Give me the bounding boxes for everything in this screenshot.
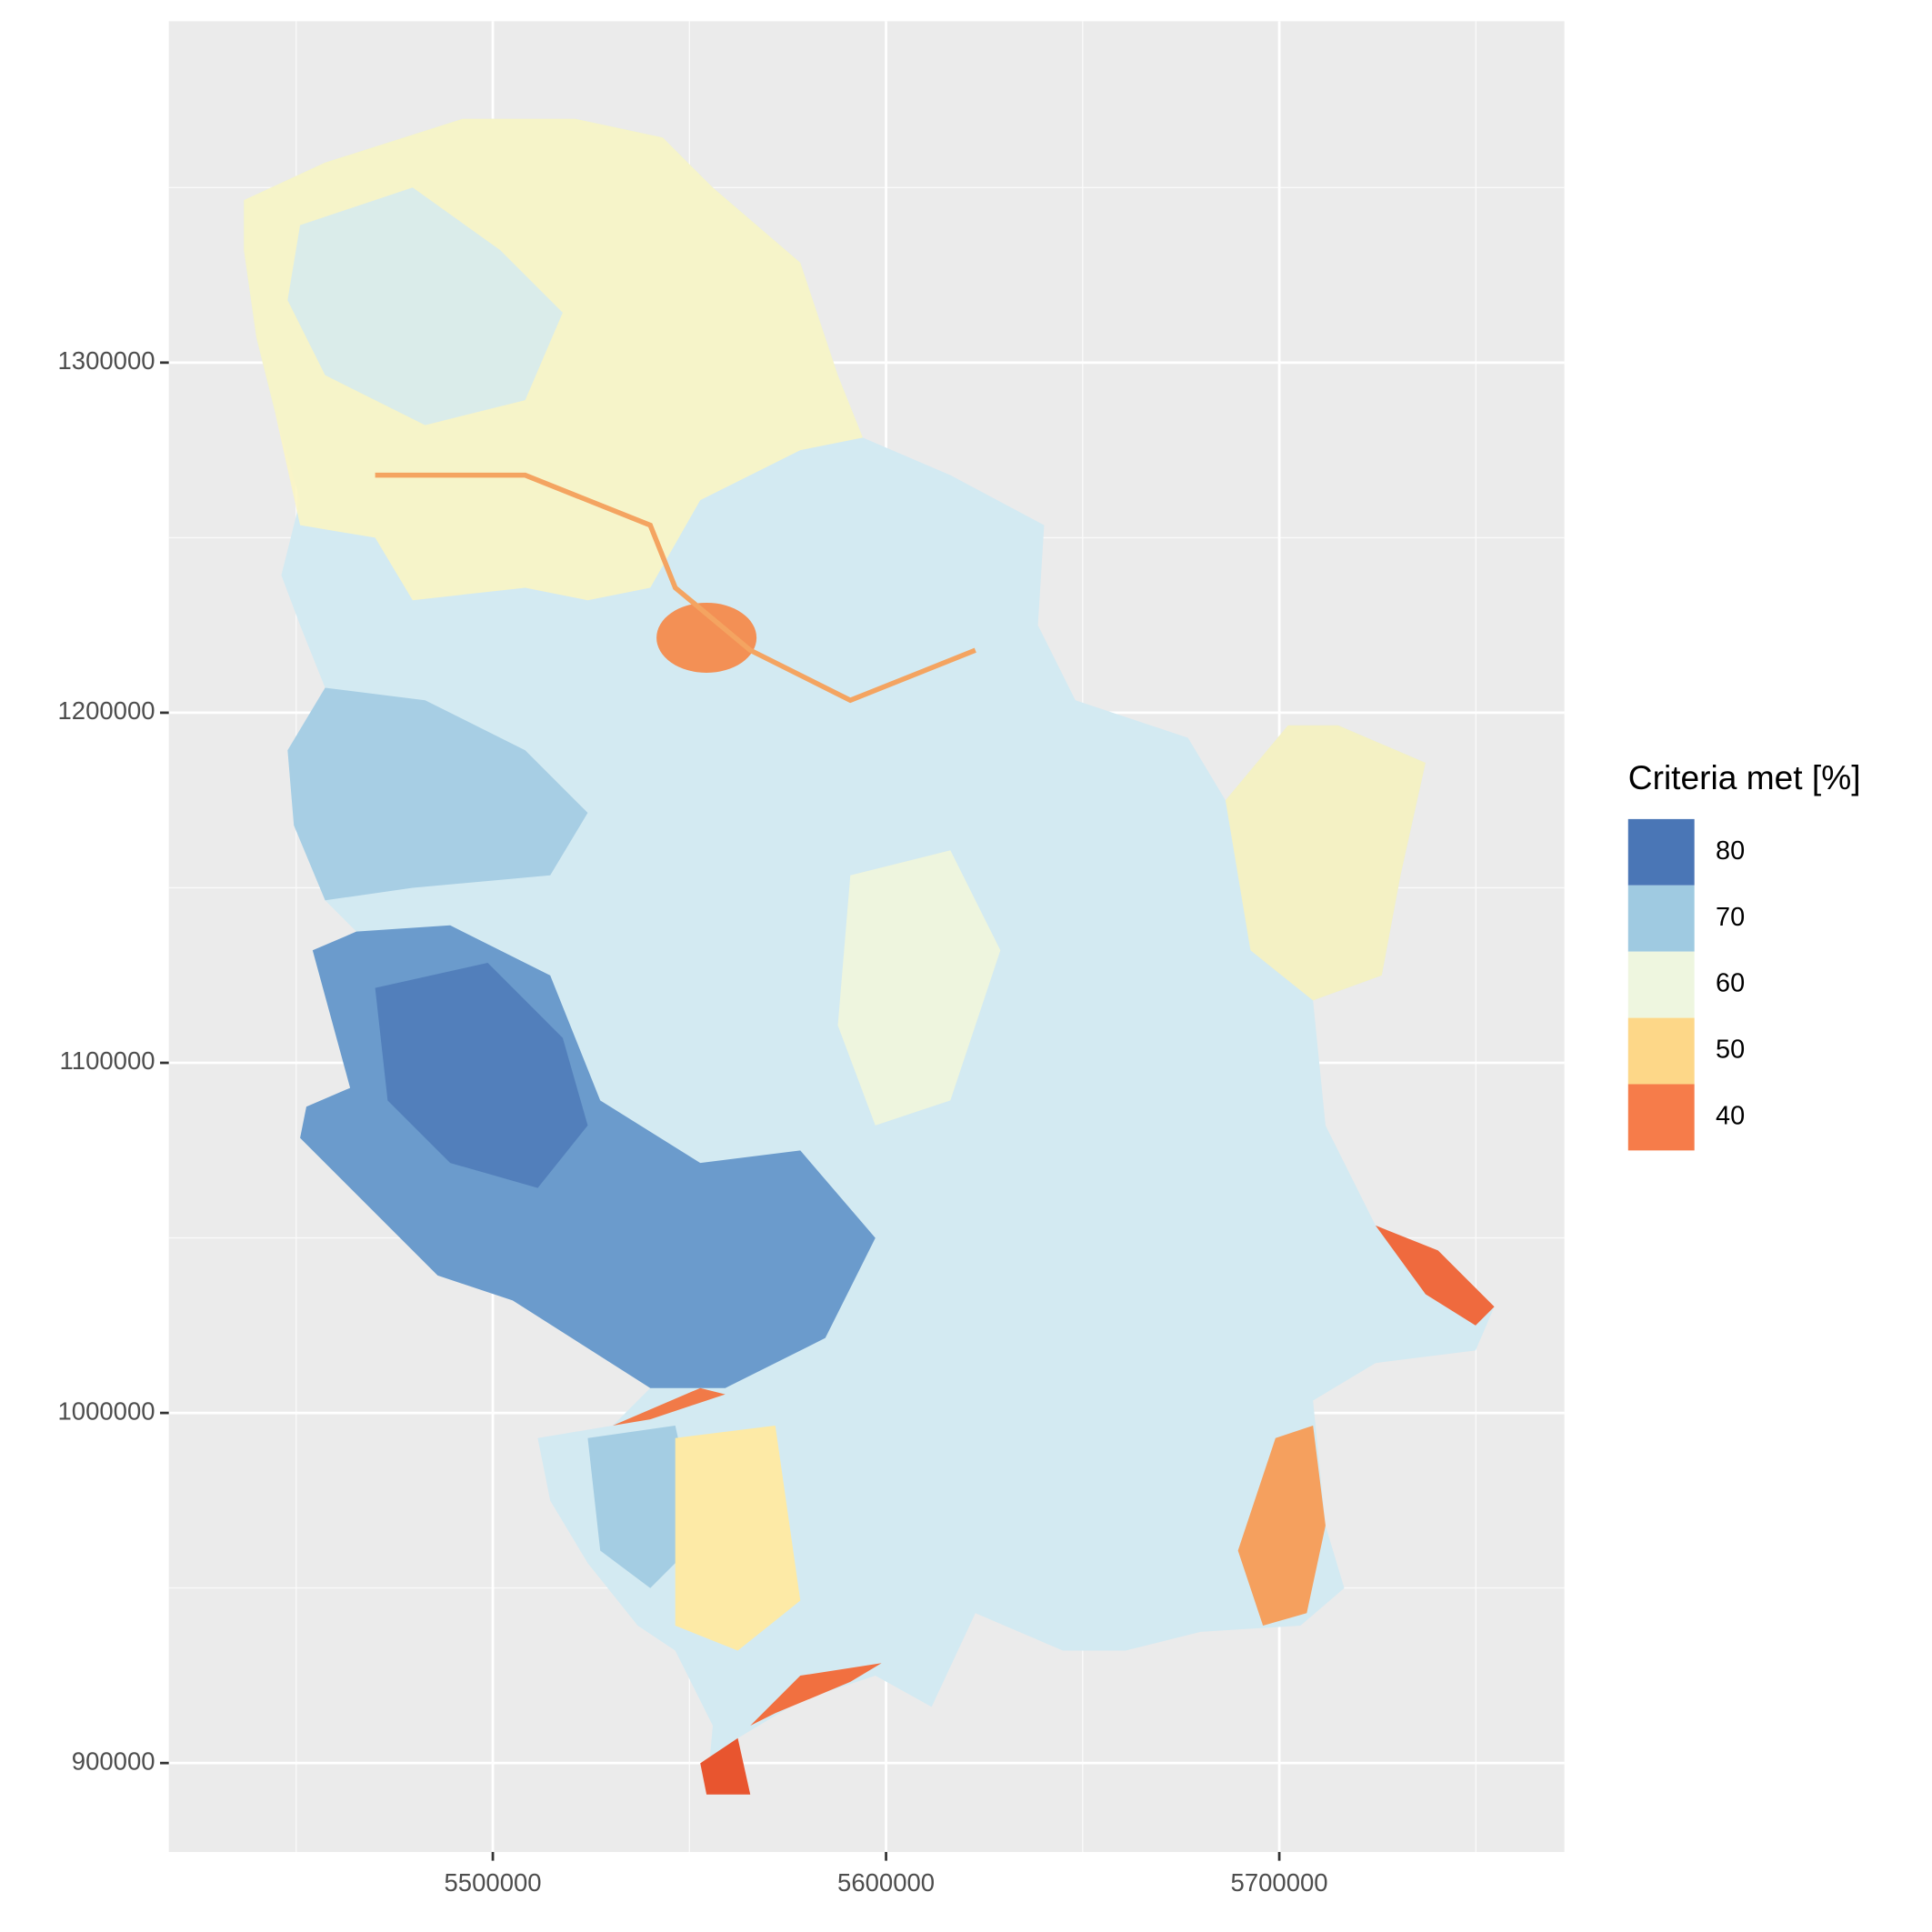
legend-title: Criteria met [%] [1628,758,1861,796]
south-yellow [675,1425,801,1651]
legend-key [1627,818,1695,886]
southwest-darkest [375,963,588,1188]
north-region-blue [287,187,563,425]
legend-label: 40 [1716,1102,1745,1131]
east-region [1225,725,1426,1001]
border-ridge [612,1387,726,1426]
y-tick-label: 1300000 [57,346,155,375]
axes: 5500000 5600000 5700000 900000 1000000 110000… [57,346,1327,1897]
y-tick-label: 900000 [72,1747,155,1775]
x-tick-label: 5600000 [837,1868,935,1897]
x-tick-label: 5500000 [445,1868,542,1897]
legend-key [1627,951,1695,1018]
y-tick-label: 1000000 [57,1396,155,1425]
central-band [837,850,1001,1126]
south-ridge [750,1663,882,1727]
river-line [375,472,976,704]
city-area [656,602,757,673]
legend-label: 50 [1716,1036,1745,1065]
south-tip [700,1737,751,1795]
south-blue [587,1425,701,1588]
legend: Criteria met [%] 80 70 60 50 40 [1627,758,1861,1151]
legend-key [1627,1017,1695,1085]
legend-key [1627,885,1695,952]
west-blue [287,687,588,901]
southeast-orange [1237,1425,1326,1627]
legend-key [1627,1084,1695,1151]
legend-label: 80 [1716,836,1745,866]
raster [244,118,1495,1795]
legend-label: 60 [1716,969,1745,998]
legend-label: 70 [1716,903,1745,932]
east-orange [1375,1225,1495,1326]
y-tick-label: 1200000 [57,696,155,725]
x-tick-label: 5700000 [1231,1868,1328,1897]
y-tick-label: 1100000 [60,1046,155,1075]
